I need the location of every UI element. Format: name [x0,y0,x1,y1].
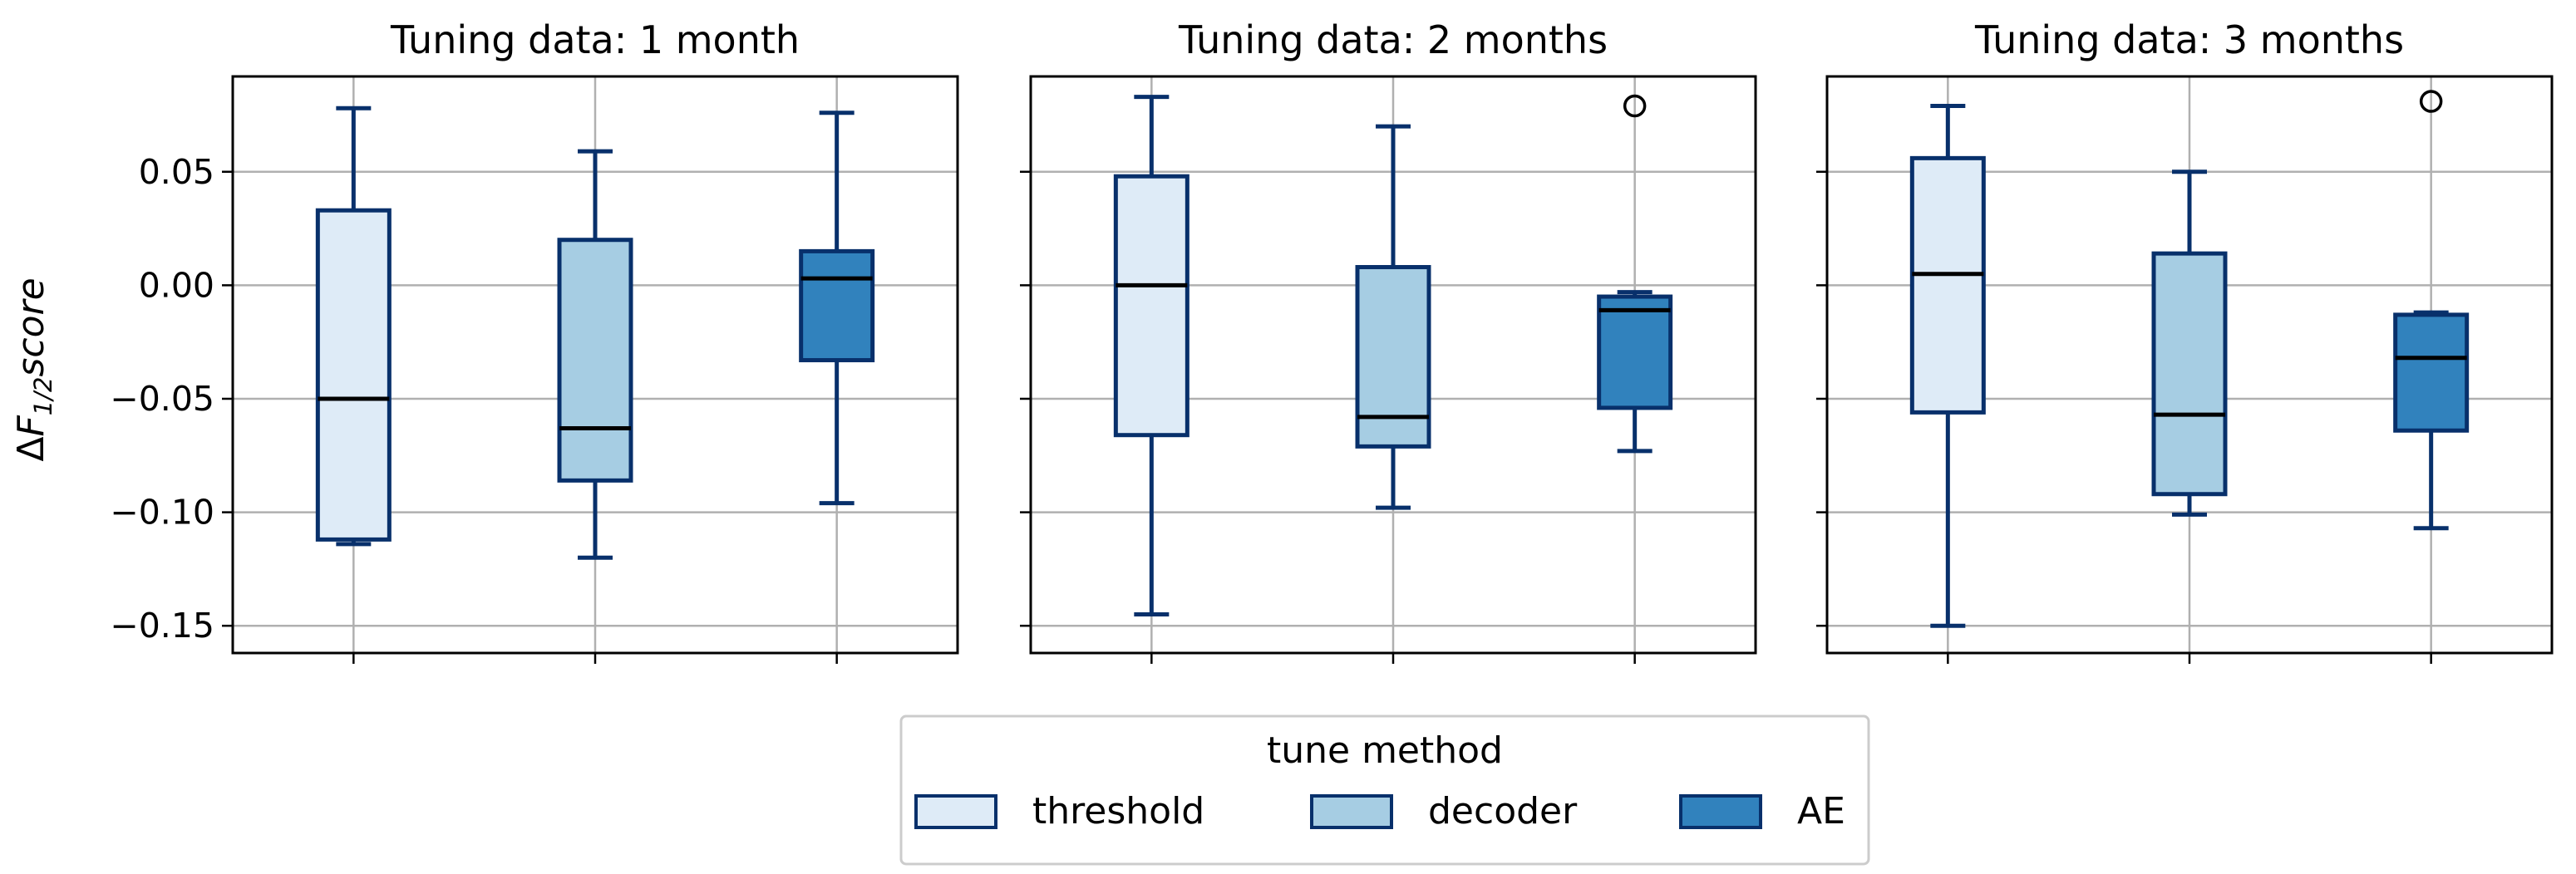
box-body [1597,294,1673,410]
legend: tune method threshold decoder AE [899,714,1870,866]
box-threshold [1113,95,1189,617]
panel-1: Tuning data: 1 month 0.05 0.00 −0.05 −0.10 −0… [110,17,959,664]
box-body [1355,265,1431,449]
box-body [799,248,875,363]
panel-3: Tuning data: 3 months [1816,17,2554,664]
box-body [2393,312,2470,433]
box-decoder [2151,169,2228,517]
box-AE [2393,90,2470,531]
box-AE [1597,94,1673,454]
box-body [1113,174,1189,438]
panel-frame [1029,75,1757,655]
legend-swatch-decoder [1310,794,1393,829]
box-AE [799,110,875,506]
panel-frame [231,75,959,655]
panel-2: Tuning data: 2 months [1020,17,1757,664]
box-threshold [1909,104,1986,628]
panel-title: Tuning data: 1 month [390,17,800,62]
y-tick-label: −0.10 [110,493,214,533]
legend-label-threshold: threshold [1032,790,1204,832]
legend-title: tune method [1267,729,1503,772]
box-body [557,238,633,483]
outlier-point [1623,94,1647,118]
legend-label-decoder: decoder [1428,790,1578,832]
legend-swatch-threshold [914,794,997,829]
legend-label-AE: AE [1797,790,1845,832]
box-body [2151,251,2228,497]
box-body [315,208,392,542]
panels: Tuning data: 1 month 0.05 0.00 −0.05 −0.10 −0… [110,17,2554,664]
box-body [1909,155,1986,415]
y-tick-label: −0.15 [110,606,214,646]
outlier-point [2419,90,2443,113]
box-decoder [557,149,633,560]
y-tick-label: −0.05 [110,379,214,419]
panel-title: Tuning data: 2 months [1178,17,1608,62]
legend-frame [899,714,1870,866]
panel-title: Tuning data: 3 months [1974,17,2404,62]
panel-frame [1825,75,2554,655]
y-tick-label: 0.05 [139,152,214,192]
y-tick-label: 0.00 [139,265,214,305]
box-threshold [315,106,392,547]
legend-swatch-AE [1679,794,1762,829]
y-axis-label: ΔF1/2score [10,277,57,461]
box-decoder [1355,124,1431,510]
